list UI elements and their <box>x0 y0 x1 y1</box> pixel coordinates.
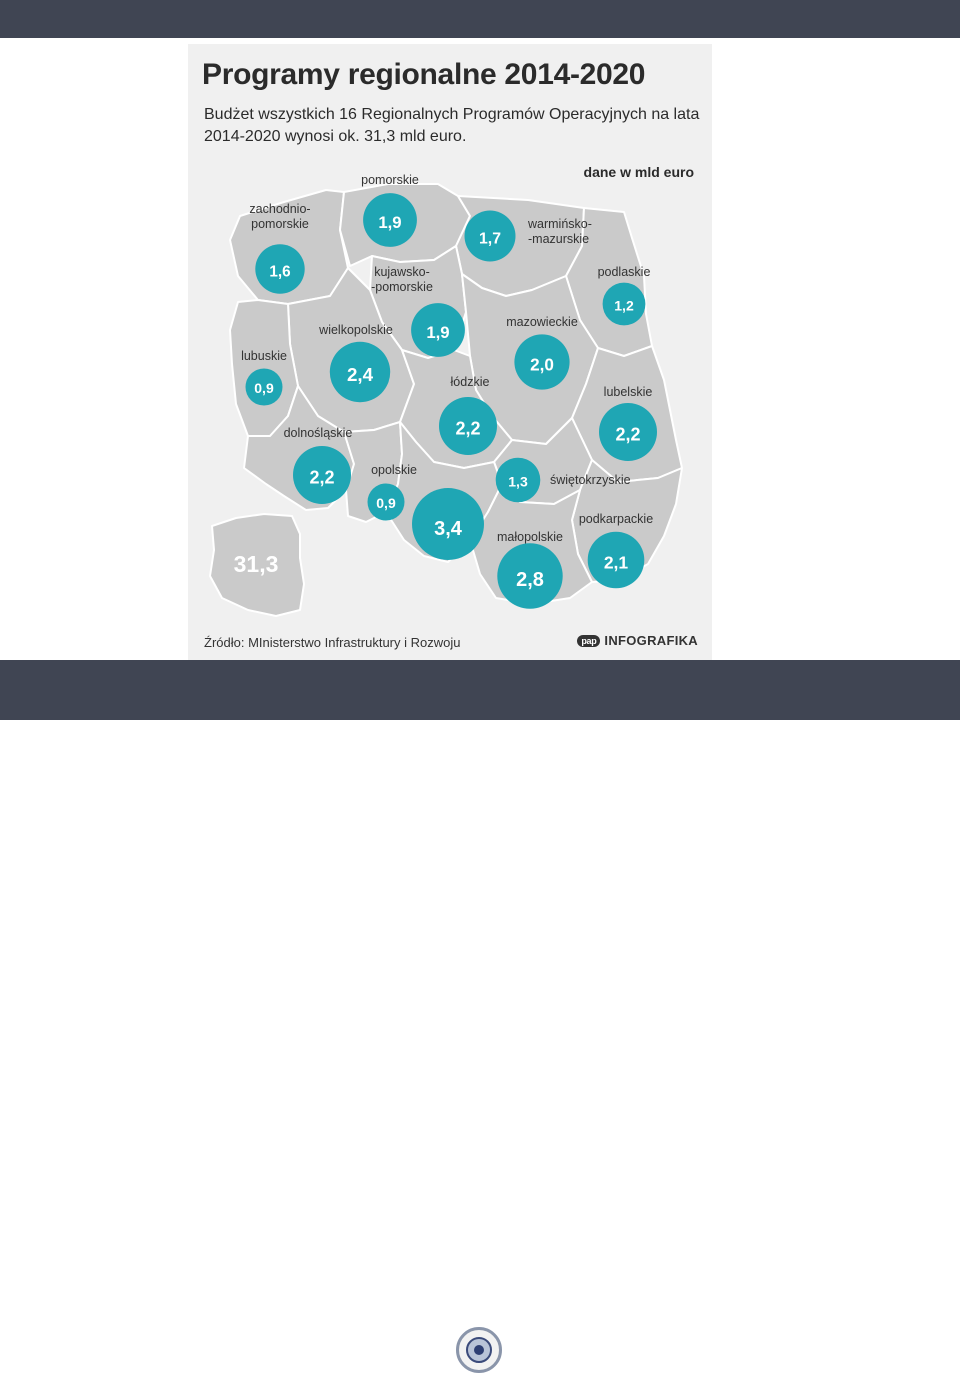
brand-label: INFOGRAFIKA <box>604 633 698 648</box>
bubble-lubuskie <box>245 368 283 406</box>
top-banner <box>0 0 960 38</box>
value-label-mazowieckie: 2,0 <box>530 355 554 374</box>
emblem-inner <box>466 1337 492 1363</box>
value-label-wielkopolskie: 2,4 <box>347 364 374 385</box>
bubble-kujawsko-pomorskie <box>411 303 465 357</box>
pap-logo-icon: pap <box>577 634 601 647</box>
unit-note: dane w mld euro <box>583 164 694 180</box>
bubble-opolskie <box>367 483 405 521</box>
value-label-lubuskie: 0,9 <box>254 380 274 396</box>
value-label-warminsko-mazurskie: 1,7 <box>479 231 501 248</box>
bubble-podlaskie <box>602 282 646 326</box>
total-value: 31,3 <box>234 551 279 577</box>
bubble-lodzkie <box>439 397 497 455</box>
region-label-malopolskie: małopolskie <box>497 530 563 544</box>
region-label-mazowieckie: mazowieckie <box>506 315 578 329</box>
bubble-zachodniopomorskie <box>255 244 305 294</box>
region-label-kujawsko-pomorskie: kujawsko- <box>374 265 430 279</box>
bubble-lubelskie <box>599 403 657 461</box>
region-label-swietokrzyskie: świętokrzyskie <box>550 473 631 487</box>
bubble-wielkopolskie <box>329 341 391 403</box>
region-label-pomorskie: pomorskie <box>361 173 419 187</box>
value-label-lodzkie: 2,2 <box>455 419 480 439</box>
value-label-kujawsko-pomorskie: 1,9 <box>426 323 449 342</box>
region-label-zachodniopomorskie: pomorskie <box>251 217 309 231</box>
region-label-podkarpackie: podkarpackie <box>579 512 653 526</box>
region-label-zachodniopomorskie: zachodnio- <box>249 202 310 216</box>
value-label-dolnoslaskie: 2,2 <box>309 468 334 488</box>
region-label-kujawsko-pomorskie: -pomorskie <box>371 280 433 294</box>
value-label-lubelskie: 2,2 <box>615 425 640 445</box>
region-label-wielkopolskie: wielkopolskie <box>318 323 393 337</box>
value-label-podlaskie: 1,2 <box>614 297 634 313</box>
value-label-opolskie: 0,9 <box>376 495 396 511</box>
bubble-podkarpackie <box>587 531 645 589</box>
value-label-malopolskie: 2,8 <box>516 569 544 591</box>
bubble-pomorskie <box>363 193 417 247</box>
bubble-malopolskie <box>497 543 563 609</box>
value-label-zachodniopomorskie: 1,6 <box>269 263 290 280</box>
value-label-podkarpackie: 2,1 <box>604 552 629 572</box>
region-label-lubuskie: lubuskie <box>241 349 287 363</box>
region-label-warminsko-mazurskie: -mazurskie <box>528 232 589 246</box>
infographic-card: 31,3 1,6 zachodnio-pomorskie 1,9 pomorskie 1… <box>188 44 712 660</box>
bubble-dolnoslaskie <box>293 446 351 504</box>
value-label-pomorskie: 1,9 <box>378 213 401 232</box>
region-label-lodzkie: łódzkie <box>451 375 490 389</box>
region-label-warminsko-mazurskie: warmińsko- <box>527 217 592 231</box>
region-label-opolskie: opolskie <box>371 463 417 477</box>
source-note: Źródło: MInisterstwo Infrastruktury i Ro… <box>204 635 461 650</box>
region-label-dolnoslaskie: dolnośląskie <box>284 426 353 440</box>
bubble-swietokrzyskie <box>495 457 541 503</box>
value-label-swietokrzyskie: 1,3 <box>508 474 528 490</box>
value-label-slaskie: 3,4 <box>434 518 463 540</box>
infographic-title: Programy regionalne 2014-2020 <box>202 58 646 91</box>
infographic-subtitle: Budżet wszystkich 16 Regionalnych Progra… <box>204 106 700 145</box>
emblem-logo <box>456 1327 502 1373</box>
bubble-slaskie <box>412 488 484 560</box>
bubble-mazowieckie <box>514 334 570 390</box>
bubble-warminsko-mazurskie <box>464 210 516 262</box>
bottom-banner <box>0 660 960 1373</box>
emblem-core <box>474 1345 484 1355</box>
bubble-layer: 1,6 zachodnio-pomorskie 1,9 pomorskie 1,7 war… <box>241 173 657 609</box>
poland-total-shape <box>209 513 305 617</box>
region-label-lubelskie: lubelskie <box>604 385 653 399</box>
region-label-podlaskie: podlaskie <box>598 265 651 279</box>
brand: pap INFOGRAFIKA <box>577 633 698 648</box>
